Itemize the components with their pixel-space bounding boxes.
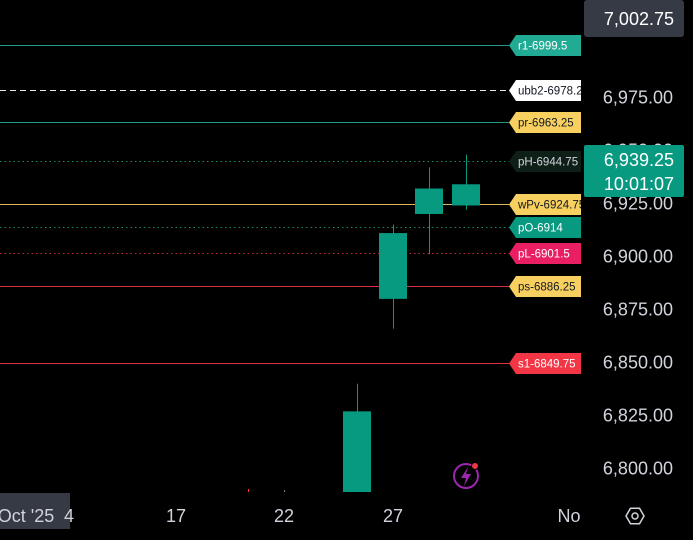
level-tag-2[interactable]: pr-6963.25 <box>509 112 581 133</box>
price-tick-label: 6,900.00 <box>603 246 673 266</box>
date-badge-bg <box>0 493 70 529</box>
level-tag-6[interactable]: pL-6901.5 <box>509 243 581 264</box>
level-tag-label: pL-6901.5 <box>518 249 570 261</box>
candle-body <box>452 184 480 206</box>
price-tick-label: 6,925.00 <box>603 193 673 213</box>
candle-body <box>343 411 371 492</box>
time-tick-label: 4 <box>64 506 74 526</box>
time-tick-label: No <box>557 506 580 526</box>
price-tick-label: 6,825.00 <box>603 406 673 426</box>
settings-hexagon-icon[interactable] <box>625 507 645 525</box>
level-tag-label: s1-6849.75 <box>518 359 576 371</box>
top-price-badge-bg <box>584 0 684 37</box>
lightning-alert-icon[interactable] <box>453 462 479 489</box>
countdown-label: 10:01:07 <box>604 174 674 194</box>
time-tick-label: 17 <box>166 506 186 526</box>
time-tick-label: 27 <box>383 506 403 526</box>
top-price-label: 7,002.75 <box>604 9 674 29</box>
candles-layer <box>248 154 480 492</box>
level-tag-label: pr-6963.25 <box>518 118 574 130</box>
candle-body <box>415 188 443 214</box>
level-tag-bg <box>509 112 581 133</box>
level-tag-1[interactable]: ubb2-6978.2 <box>509 80 583 101</box>
last-price-label: 6,939.25 <box>604 150 674 170</box>
level-tag-bg <box>509 194 581 215</box>
time-axis-date-badge[interactable]: Oct '25 <box>0 493 70 529</box>
last-price-badge[interactable]: 6,939.25 10:01:07 <box>584 145 684 197</box>
candle-body <box>379 233 407 299</box>
level-tag-bg <box>509 151 581 172</box>
level-tag-bg <box>509 353 581 374</box>
volume-mark <box>248 489 249 492</box>
price-tick-label: 6,875.00 <box>603 299 673 319</box>
candle-2[interactable] <box>415 167 443 255</box>
level-tag-0[interactable]: r1-6999.5 <box>509 35 581 56</box>
price-tick-label: 6,800.00 <box>603 459 673 479</box>
level-tag-label: pO-6914 <box>518 223 563 235</box>
level-tag-label: ps-6886.25 <box>518 282 576 294</box>
level-tag-7[interactable]: ps-6886.25 <box>509 276 581 297</box>
level-tag-4[interactable]: wPv-6924.75 <box>509 194 585 215</box>
level-tag-label: r1-6999.5 <box>518 41 567 53</box>
level-tag-label: pH-6944.75 <box>518 157 578 169</box>
level-tag-label: ubb2-6978.2 <box>518 86 583 98</box>
price-tick-label: 6,850.00 <box>603 353 673 373</box>
level-tag-bg <box>509 217 581 238</box>
price-tick-label: 6,975.00 <box>603 87 673 107</box>
overlay-layer: 7,002.75 6,939.25 10:01:07 <box>453 0 684 525</box>
time-tick-label: Oct '25 <box>0 506 54 526</box>
level-tag-label: wPv-6924.75 <box>517 200 585 212</box>
level-tag-5[interactable]: pO-6914 <box>509 217 581 238</box>
time-axis[interactable]: Oct '25 4 17 22 27 No <box>0 493 581 529</box>
candle-1[interactable] <box>379 224 407 329</box>
candle-0[interactable] <box>343 383 371 492</box>
level-tag-bg <box>509 35 581 56</box>
level-tag-bg <box>509 80 581 101</box>
level-tag-bg <box>509 243 581 264</box>
last-price-badge-bg <box>584 145 684 197</box>
candle-3[interactable] <box>452 154 480 210</box>
volume-mark <box>284 490 285 492</box>
level-tag-bg <box>509 276 581 297</box>
top-price-badge[interactable]: 7,002.75 <box>584 0 684 37</box>
level-tag-3[interactable]: pH-6944.75 <box>509 151 581 172</box>
time-tick-label: 22 <box>274 506 294 526</box>
levels-layer: r1-6999.5 ubb2-6978.2 pr-6963.25 pH-6944.75… <box>0 35 585 374</box>
level-tag-8[interactable]: s1-6849.75 <box>509 353 581 374</box>
